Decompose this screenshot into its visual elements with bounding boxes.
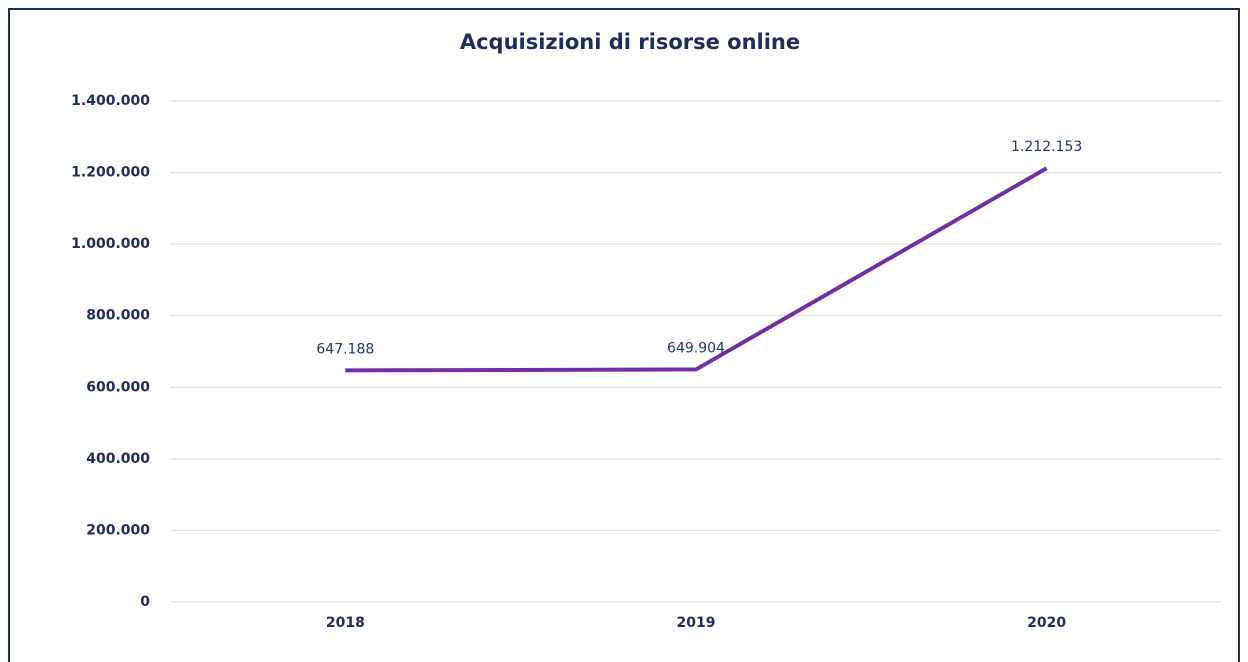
chart-title: Acquisizioni di risorse online (460, 30, 800, 54)
data-label: 1.212.153 (1011, 139, 1082, 155)
y-tick-label: 800.000 (86, 308, 150, 324)
y-tick-label: 1.000.000 (71, 236, 150, 252)
x-tick-label: 2020 (1027, 615, 1066, 631)
line (345, 166, 1048, 373)
y-tick-label: 1.400.000 (71, 93, 150, 109)
data-label: 647.188 (316, 341, 374, 357)
x-tick-label: 2018 (326, 615, 365, 631)
y-tick-label: 600.000 (86, 379, 150, 395)
y-tick-label: 200.000 (86, 522, 150, 538)
x-tick-label: 2019 (677, 615, 716, 631)
y-tick-label: 0 (140, 594, 150, 610)
data-label: 649.904 (667, 340, 725, 356)
frame (8, 8, 1240, 662)
y-tick-label: 1.200.000 (71, 165, 150, 181)
y-tick-label: 400.000 (86, 451, 150, 467)
